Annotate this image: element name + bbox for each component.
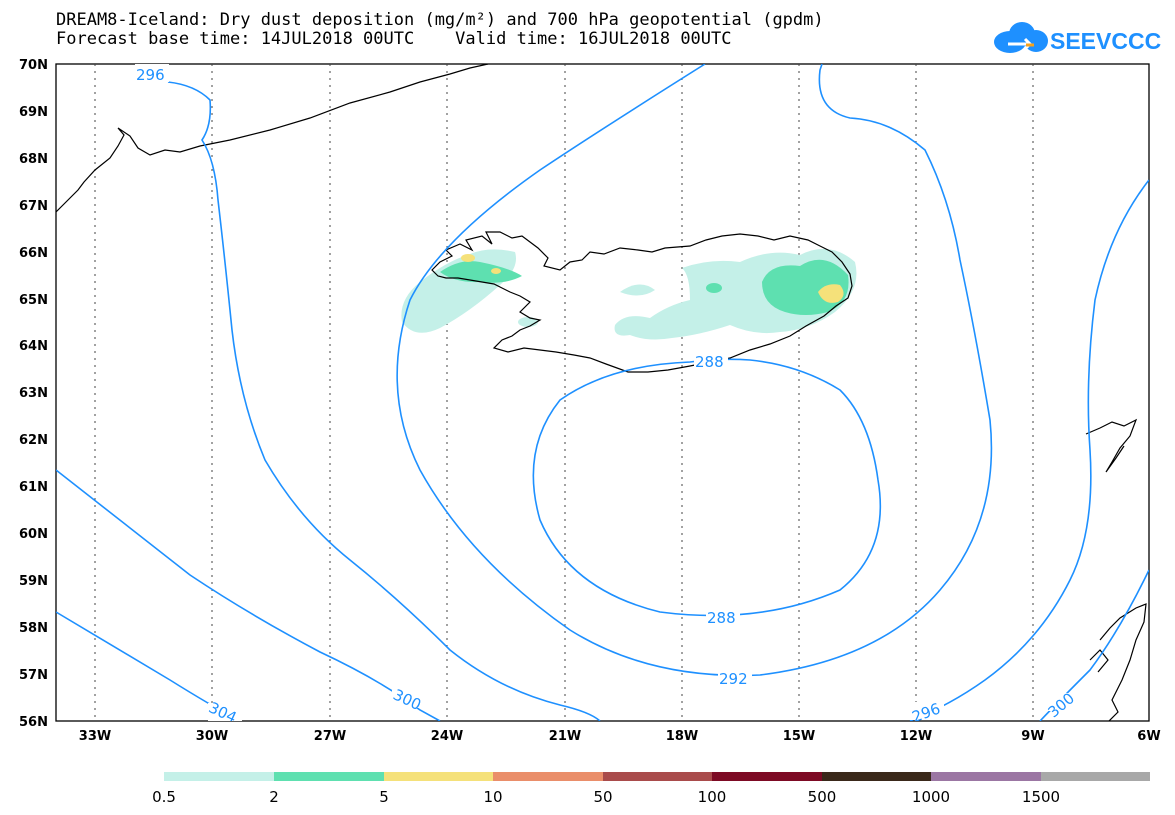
legend-swatch: [712, 772, 822, 781]
lat-label: 57N: [19, 668, 48, 683]
legend-label: 0.5: [152, 788, 176, 806]
legend-label: 5: [379, 788, 389, 806]
lat-label: 63N: [19, 386, 48, 401]
legend-swatch: [822, 772, 931, 781]
contour-label: 296: [136, 66, 165, 84]
lon-label: 18W: [666, 729, 698, 744]
contour-292: [396, 64, 993, 677]
logo-text: SEEVCCC: [1050, 28, 1161, 54]
legend-swatch: [1041, 772, 1150, 781]
legend-label: 1500: [1022, 788, 1060, 806]
legend-labels: 0.5 2 5 10 50 100 500 1000 1500: [152, 788, 1060, 806]
plot-frame: [55, 63, 1150, 722]
contour-288: [532, 358, 882, 617]
lat-label: 67N: [19, 199, 48, 214]
scotland-coast: [1089, 603, 1147, 721]
dust-area-east-2: [620, 284, 655, 296]
contour-label: 288: [695, 353, 724, 371]
dust-area-west-fjords-peak-2: [491, 268, 501, 274]
legend-label: 2: [269, 788, 279, 806]
legend-swatch: [493, 772, 603, 781]
legend-swatch: [931, 772, 1041, 781]
dust-area-west-fjords-peak: [461, 254, 475, 262]
lat-label: 61N: [19, 480, 48, 495]
legend-swatch: [274, 772, 384, 781]
lon-label: 12W: [900, 729, 932, 744]
contour-296-east: [909, 179, 1149, 721]
lon-label: 24W: [431, 729, 463, 744]
legend-colorbar: [164, 772, 1150, 781]
lat-label: 62N: [19, 433, 48, 448]
lat-label: 59N: [19, 574, 48, 589]
iceland-coast: [431, 231, 853, 373]
contour-label: 288: [707, 609, 736, 627]
lat-label: 66N: [19, 246, 48, 261]
legend-label: 100: [698, 788, 727, 806]
legend-label: 1000: [912, 788, 950, 806]
lon-label: 33W: [79, 729, 111, 744]
legend-swatch: [384, 772, 493, 781]
greenland-coast: [56, 64, 489, 213]
legend-label: 50: [593, 788, 612, 806]
contour-296-west: [167, 81, 601, 721]
lat-label: 60N: [19, 527, 48, 542]
dust-area-east-4: [706, 283, 722, 293]
latitude-labels: 70N 69N 68N 67N 66N 65N 64N 63N 62N 61N …: [19, 58, 48, 730]
lat-label: 70N: [19, 58, 48, 73]
lat-label: 64N: [19, 339, 48, 354]
lat-label: 69N: [19, 105, 48, 120]
lon-label: 30W: [196, 729, 228, 744]
chart-subtitle: Forecast base time: 14JUL2018 00UTC Vali…: [56, 29, 732, 49]
geopotential-contours: [56, 64, 1149, 721]
dust-deposition-field: [401, 248, 857, 340]
seevccc-logo: SEEVCCC: [994, 22, 1161, 54]
coastline: [56, 64, 1147, 721]
dust-area-west-fjords-2: [440, 261, 522, 283]
cloud-icon: [994, 22, 1048, 53]
contour-label: 292: [719, 670, 748, 688]
longitude-labels: 33W 30W 27W 24W 21W 18W 15W 12W 9W 6W: [79, 729, 1161, 744]
lat-label: 65N: [19, 293, 48, 308]
lat-label: 58N: [19, 621, 48, 636]
contour-300-west: [56, 469, 441, 721]
legend-swatch: [603, 772, 712, 781]
chart-title: DREAM8-Iceland: Dry dust deposition (mg/…: [56, 10, 824, 30]
lon-label: 21W: [549, 729, 581, 744]
lon-label: 27W: [314, 729, 346, 744]
legend-swatch: [164, 772, 274, 781]
legend-label: 500: [808, 788, 837, 806]
legend-label: 10: [483, 788, 502, 806]
faroe-coast: [1085, 418, 1138, 473]
lat-label: 56N: [19, 715, 48, 730]
grid: [94, 64, 1034, 721]
lon-label: 15W: [783, 729, 815, 744]
lat-label: 68N: [19, 152, 48, 167]
lon-label: 6W: [1137, 729, 1160, 744]
dust-area-east-peak: [818, 284, 844, 303]
lon-label: 9W: [1021, 729, 1044, 744]
